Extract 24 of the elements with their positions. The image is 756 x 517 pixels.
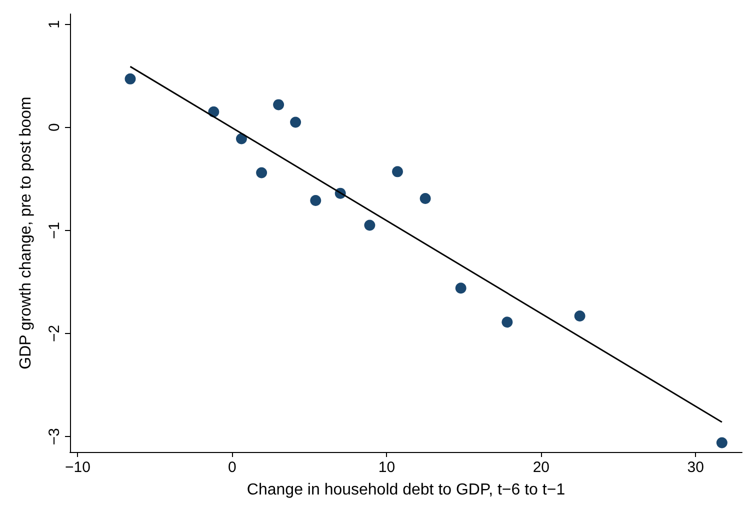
y-tick-label: 1 xyxy=(46,20,63,28)
x-tick-label: 30 xyxy=(687,459,704,476)
point xyxy=(310,195,322,206)
x-tick-label: 0 xyxy=(228,459,236,476)
x-tick-label: 20 xyxy=(532,459,550,476)
point xyxy=(420,192,431,204)
point xyxy=(273,99,284,110)
y-axis-title: GDP growth change, pre to post boom xyxy=(18,96,34,370)
point xyxy=(716,437,728,448)
point xyxy=(256,167,268,178)
point xyxy=(124,73,136,84)
point xyxy=(455,282,466,294)
point xyxy=(392,166,404,178)
x-tick-label: −10 xyxy=(65,459,90,476)
y-tick-label: −2 xyxy=(46,324,63,342)
point xyxy=(574,310,586,322)
y-tick-label: 0 xyxy=(46,123,63,132)
y-tick-label: −1 xyxy=(46,222,63,239)
point xyxy=(364,220,376,231)
y-tick-label: −3 xyxy=(46,428,63,446)
x-axis-title: Change in household debt to GDP, t−6 to t−1 xyxy=(246,482,566,498)
x-tick-label: 10 xyxy=(378,459,396,476)
point xyxy=(290,116,302,128)
point xyxy=(502,316,513,328)
